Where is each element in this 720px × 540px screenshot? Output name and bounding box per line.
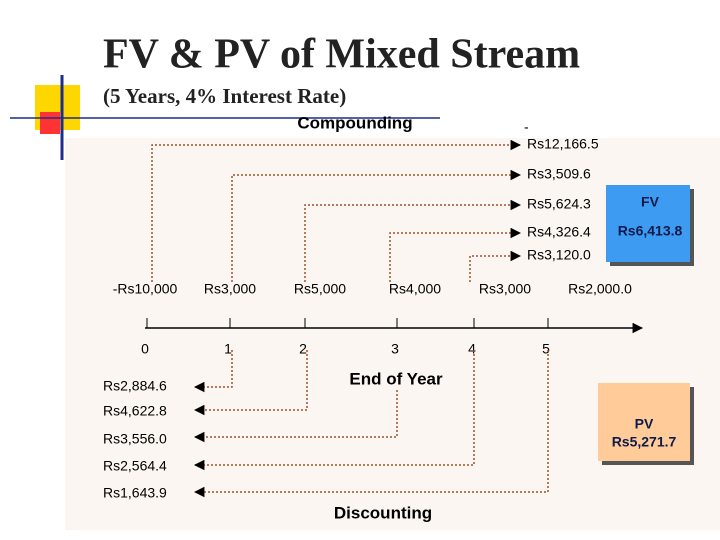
discounted-value: Rs4,622.8 [103, 403, 167, 419]
compounded-value: Rs3,120.0 [527, 247, 591, 263]
pv-value: Rs5,271.7 [612, 434, 677, 450]
fv-value: Rs6,413.8 [618, 223, 683, 239]
discounted-value: Rs2,884.6 [103, 378, 167, 394]
discount-arrow [193, 350, 308, 416]
cash-flow: -Rs10,000 [113, 281, 178, 297]
compounded-value: Rs4,326.4 [527, 224, 591, 240]
cash-flow: Rs4,000 [389, 281, 441, 297]
year-label: 2 [299, 341, 307, 357]
axis-label: End of Year [349, 369, 443, 388]
compound-arrow [389, 227, 522, 282]
year-label: 5 [542, 341, 550, 357]
compound-arrow [304, 199, 522, 282]
discount-arrow [193, 350, 549, 498]
compounding-label: Compounding [297, 113, 412, 132]
deco-square [40, 112, 60, 134]
year-label: 4 [468, 341, 476, 357]
title: FV & PV of Mixed Stream [103, 32, 580, 78]
fv-box [606, 185, 690, 262]
cash-flow: Rs3,000 [204, 281, 256, 297]
year-label: 0 [141, 341, 149, 357]
compounded-value: Rs3,509.6 [527, 166, 591, 182]
compounding-sign: - [524, 119, 529, 135]
cash-flow: Rs2,000.0 [568, 281, 632, 297]
pv-box [598, 383, 690, 461]
compounded-value: Rs12,166.5 [527, 136, 599, 152]
discounted-value: Rs2,564.4 [103, 458, 167, 474]
compound-arrow [151, 139, 522, 282]
compound-arrow [469, 250, 522, 282]
compounded-value: Rs5,624.3 [527, 196, 591, 212]
discounting-label: Discounting [334, 503, 432, 522]
year-label: 3 [391, 341, 399, 357]
discount-arrow [193, 350, 475, 471]
pv-label: PV [635, 416, 654, 432]
cash-flow: Rs3,000 [479, 281, 531, 297]
discounted-value: Rs1,643.9 [103, 485, 167, 501]
cash-flow: Rs5,000 [294, 281, 346, 297]
year-label: 1 [224, 341, 232, 357]
discounted-value: Rs3,556.0 [103, 431, 167, 447]
discount-arrow [193, 390, 398, 443]
fv-label: FV [641, 194, 660, 210]
discount-arrow [193, 350, 233, 393]
subtitle: (5 Years, 4% Interest Rate) [103, 84, 346, 108]
